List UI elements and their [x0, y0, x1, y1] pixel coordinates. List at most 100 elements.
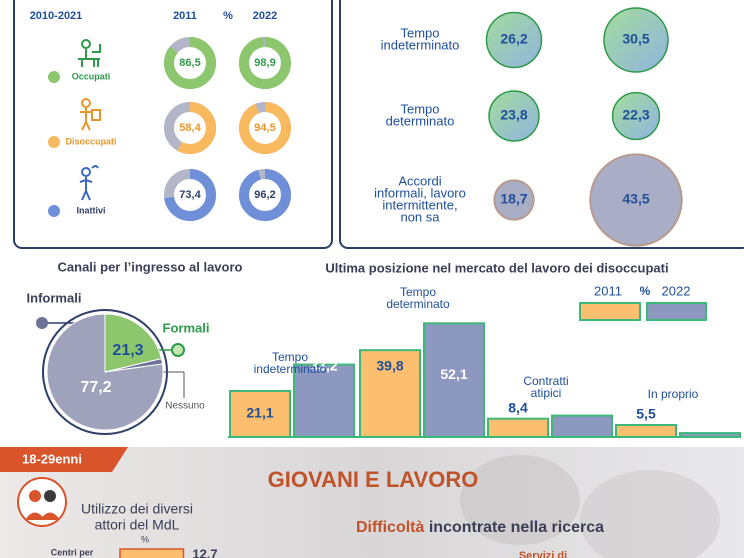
label: Servizi di: [519, 550, 567, 558]
donut-value: 94,5: [254, 122, 275, 134]
label: 18-29enni: [22, 451, 82, 466]
label: Tempo: [272, 350, 308, 364]
label: Inattivi: [76, 205, 105, 215]
section-title: Canali per l’ingresso al lavoro: [58, 259, 243, 274]
label: 77,2: [80, 379, 111, 396]
label: Tempo: [400, 25, 439, 40]
youth-icon: [44, 490, 56, 502]
label: non sa: [400, 209, 440, 224]
bubble: [589, 153, 683, 247]
label: Tempo: [400, 101, 439, 116]
bar: [679, 432, 741, 438]
donut-value: 86,5: [179, 57, 200, 69]
bar: [293, 363, 355, 438]
panel-box: [13, 0, 333, 249]
label: informali, lavoro: [374, 185, 466, 200]
icon-occupati: [78, 39, 101, 67]
legend-swatch: [646, 302, 707, 321]
section-title: Ultima posizione nel mercato del lavoro …: [325, 260, 668, 275]
bar-value: 52,1: [440, 366, 467, 382]
label: atipici: [531, 386, 562, 400]
legend-dot: [36, 317, 48, 329]
bubble: [611, 91, 661, 141]
badge: [0, 447, 128, 472]
bubble-value: 30,5: [622, 31, 649, 47]
label: 2022: [253, 10, 277, 22]
donut-arc: [164, 37, 216, 89]
subtitle: Difficoltà incontrate nella ricerca: [356, 519, 604, 536]
bar: [229, 389, 291, 438]
bar: [423, 322, 485, 438]
legend-swatch: [579, 302, 641, 321]
label: 2010-2021: [30, 10, 83, 22]
donut-value: 73,4: [179, 189, 201, 201]
bar-value: 9,8: [572, 396, 592, 412]
label: Utilizzo dei diversi: [81, 501, 193, 517]
bubble-value: 23,8: [500, 107, 527, 123]
pie-slice: [104, 313, 163, 373]
legend-dot: [171, 343, 185, 357]
panel-box: [339, 0, 744, 249]
label: intermittente,: [382, 197, 457, 212]
donut-arc: [164, 102, 216, 154]
label: Occupati: [72, 71, 111, 81]
youth-icon: [29, 490, 41, 502]
bar-value: 33,2: [310, 358, 337, 374]
legend-dot: [48, 205, 60, 217]
bar-value: 1,8: [700, 416, 720, 432]
bar: [119, 548, 185, 558]
label: 12,7: [192, 546, 217, 558]
label: determinato: [386, 297, 450, 311]
bar-value: 39,8: [376, 358, 403, 374]
highlight: Difficoltà: [356, 519, 425, 536]
label: determinato: [386, 113, 455, 128]
legend-dot: [48, 71, 60, 83]
label: %: [141, 534, 149, 544]
label: 21,3: [112, 342, 143, 359]
label: %: [640, 284, 651, 298]
bubble: [485, 11, 543, 69]
donut-arc: [164, 169, 216, 221]
icon-inattivi: [79, 165, 99, 201]
label: 2022: [662, 283, 691, 298]
bubble-value: 18,7: [500, 191, 527, 207]
label: Accordi: [398, 173, 441, 188]
section-title: GIOVANI E LAVORO: [268, 467, 479, 492]
bar-value: 21,1: [246, 405, 273, 421]
bubble: [603, 7, 669, 73]
bar-value: 8,4: [508, 399, 528, 415]
label: indeterminato: [381, 37, 460, 52]
label: 2011: [594, 283, 622, 298]
legend-dot: [48, 136, 60, 148]
label: Contratti: [523, 374, 568, 388]
bar: [615, 424, 677, 438]
label: Centri per: [51, 547, 94, 557]
legend-label: Informali: [27, 290, 82, 305]
legend-label: Nessuno: [165, 401, 205, 412]
label: Tempo: [400, 285, 436, 299]
label: Disoccupati: [65, 136, 116, 146]
photo: [580, 470, 720, 558]
bubble-value: 26,2: [500, 31, 527, 47]
bar-value: 5,5: [636, 406, 656, 422]
label: %: [223, 10, 233, 22]
bubble-value: 22,3: [622, 107, 649, 123]
rest: incontrate nella ricerca: [429, 519, 604, 536]
donut-arc: [239, 37, 291, 89]
legend-label: Formali: [163, 320, 210, 335]
bar: [487, 417, 549, 439]
youth-icon: [25, 512, 60, 520]
bubble: [493, 179, 535, 221]
donut-value: 96,2: [254, 189, 275, 201]
donut-value: 98,9: [254, 57, 275, 69]
label: indeterminato: [254, 362, 327, 376]
donut-value: 58,4: [179, 122, 201, 134]
bar: [551, 414, 613, 439]
label: attori del MdL: [95, 517, 180, 533]
bubble: [488, 90, 540, 142]
donut-arc: [239, 102, 291, 154]
bubble-value: 43,5: [622, 191, 649, 207]
label: In proprio: [648, 387, 699, 401]
